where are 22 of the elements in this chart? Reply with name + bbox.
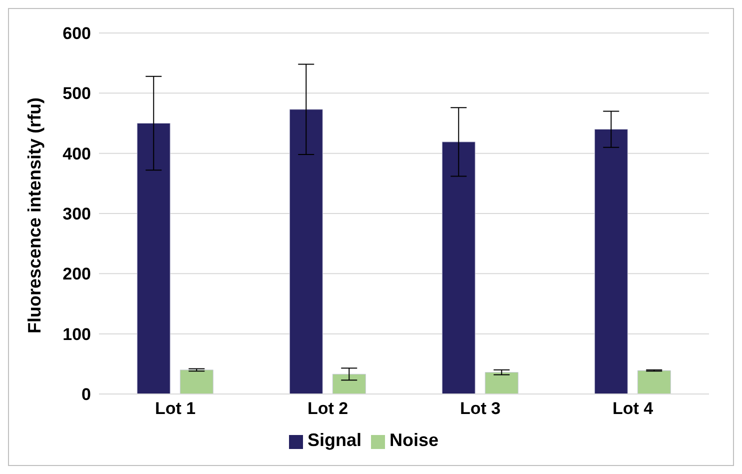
bar: [332, 374, 366, 394]
bar: [484, 372, 518, 394]
bar: [637, 370, 671, 394]
bar: [594, 129, 628, 394]
y-tick-label: 400: [62, 144, 91, 164]
y-tick-label: 500: [62, 84, 91, 104]
y-tick-label: 0: [82, 385, 91, 404]
bar: [442, 142, 476, 394]
y-tick-label: 300: [62, 204, 91, 224]
legend-label: Noise: [389, 430, 439, 450]
bar: [136, 123, 170, 394]
x-tick-label: Lot 4: [612, 399, 654, 418]
y-tick-label: 100: [62, 324, 91, 344]
y-tick-label: 200: [62, 264, 91, 284]
legend-label: Signal: [307, 430, 362, 450]
bar: [289, 109, 323, 394]
y-axis-title: Fluorescence intensity (rfu): [24, 97, 44, 334]
x-tick-label: Lot 2: [307, 399, 348, 418]
x-tick-label: Lot 1: [154, 399, 196, 418]
x-tick-label: Lot 3: [460, 399, 501, 418]
bar: [180, 370, 214, 394]
y-tick-label: 600: [62, 24, 91, 44]
